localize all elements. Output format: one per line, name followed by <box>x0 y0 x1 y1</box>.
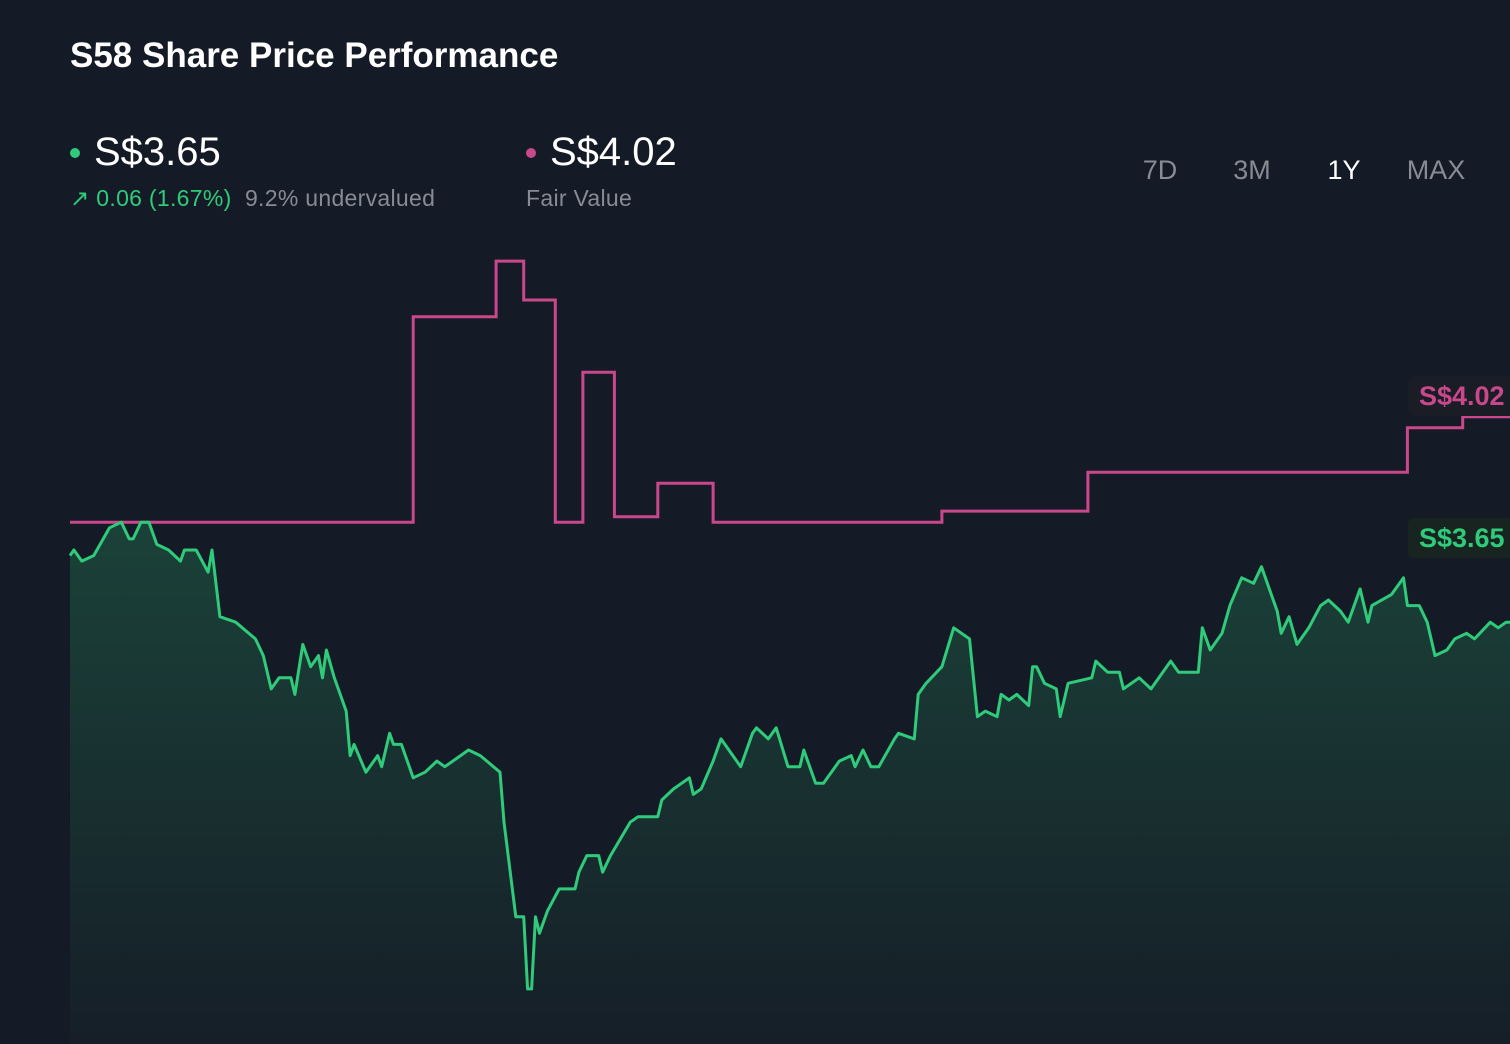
range-selector: 7D 3M 1Y MAX <box>1114 155 1482 186</box>
fair-value-legend-dot <box>526 147 536 158</box>
price-change: 0.06 (1.67%) <box>96 185 232 211</box>
range-max[interactable]: MAX <box>1406 155 1466 185</box>
chart-title: S58 Share Price Performance <box>70 36 559 75</box>
share-price-line <box>68 520 1510 991</box>
price-legend-dot <box>70 147 80 158</box>
range-1y[interactable]: 1Y <box>1327 155 1361 185</box>
valuation-status: 9.2% undervalued <box>244 185 436 211</box>
range-3m[interactable]: 3M <box>1233 155 1271 185</box>
price-area-fill <box>70 522 1510 1044</box>
current-price: S$3.65 <box>94 130 221 174</box>
current-price-block: S$3.65 ↗ 0.06 (1.67%) 9.2% undervalued <box>70 130 435 212</box>
fair-value-block: S$4.02 Fair Value <box>526 130 677 212</box>
arrow-up-right-icon: ↗ <box>70 185 90 211</box>
fair-value-line <box>69 259 1510 524</box>
price-end-label: S$3.65 <box>1408 518 1510 558</box>
range-7d[interactable]: 7D <box>1142 155 1178 185</box>
fair-value-price: S$4.02 <box>550 130 677 174</box>
fair-value-end-label: S$4.02 <box>1408 376 1510 416</box>
fair-value-label: Fair Value <box>526 185 633 211</box>
